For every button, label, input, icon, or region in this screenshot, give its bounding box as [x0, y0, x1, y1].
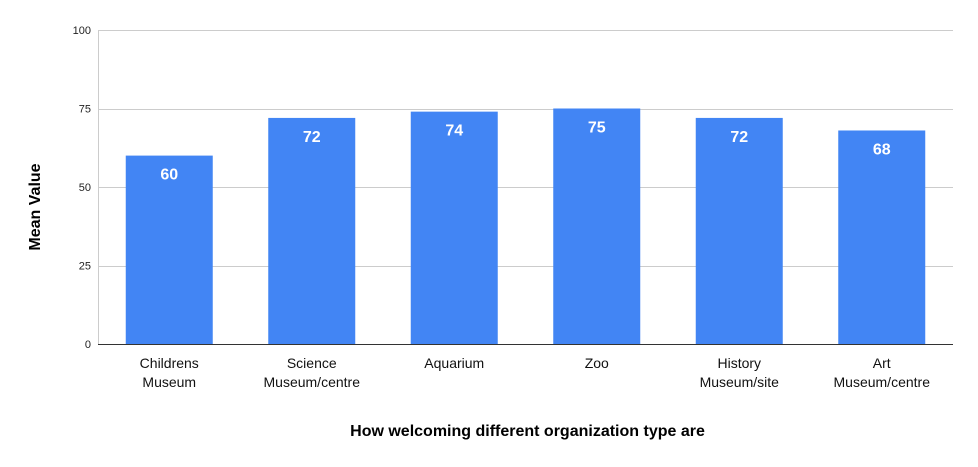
x-tick-label: Museum	[142, 374, 196, 390]
x-tick-label: Museum/centre	[834, 374, 931, 390]
x-axis-title: How welcoming different organization typ…	[350, 423, 705, 440]
bar	[268, 117, 356, 344]
y-tick-label: 50	[79, 182, 91, 194]
bar	[125, 155, 213, 344]
y-tick-label: 25	[79, 261, 91, 273]
x-tick-label: Science	[287, 355, 337, 371]
bar	[410, 111, 498, 344]
y-tick-label: 100	[73, 25, 91, 37]
x-tick-label: Zoo	[585, 355, 609, 371]
x-tick-label: History	[717, 355, 761, 371]
bar-value-label: 68	[873, 141, 891, 158]
x-tick-label: Aquarium	[424, 355, 484, 371]
y-axis-ticks: 0 25 50 75 100	[73, 25, 91, 351]
bar	[553, 108, 641, 344]
x-tick-label: Museum/centre	[264, 374, 361, 390]
bar-value-label: 60	[160, 167, 178, 184]
x-tick-label: Museum/site	[700, 374, 780, 390]
bars: 60 72 74 75 72 68	[125, 108, 926, 344]
y-axis-title: Mean Value	[27, 163, 44, 250]
y-tick-label: 0	[85, 339, 91, 351]
bar	[838, 130, 926, 344]
gridlines	[98, 30, 953, 344]
x-axis-ticks: Childrens Museum Science Museum/centre Aquar…	[140, 355, 931, 390]
x-tick-label: Childrens	[140, 355, 199, 371]
bar-value-label: 72	[303, 129, 321, 146]
bar	[695, 117, 783, 344]
x-tick-label: Art	[873, 355, 891, 371]
y-tick-label: 75	[79, 104, 91, 116]
bar-value-label: 74	[445, 123, 463, 140]
bar-value-label: 72	[730, 129, 748, 146]
bar-value-label: 75	[588, 120, 606, 137]
